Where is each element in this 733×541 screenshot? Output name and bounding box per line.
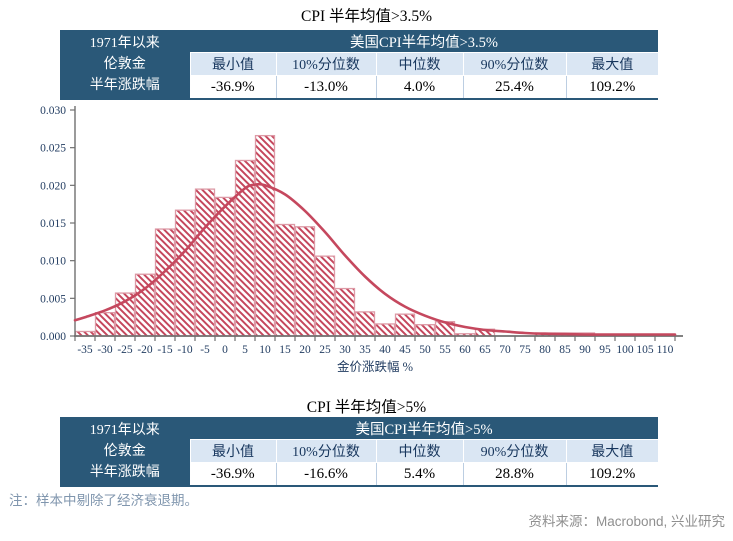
- x-tick-label: 10: [259, 344, 271, 356]
- histogram-bar: [334, 287, 356, 337]
- row-label-line: 半年涨跌幅: [89, 77, 160, 93]
- col-header-p90: 90%分位数: [462, 439, 566, 463]
- table-span-header: 美国CPI半年均值>3.5%: [190, 30, 659, 53]
- value-max: 109.2%: [565, 462, 659, 486]
- x-tick-label: 90: [579, 344, 591, 356]
- x-tick-label: 60: [459, 344, 471, 356]
- value-min: -36.9%: [190, 75, 276, 99]
- histogram-bar: [314, 255, 336, 337]
- x-tick-label: 100: [616, 344, 634, 356]
- histogram-bar: [214, 196, 236, 337]
- col-header-min: 最小值: [189, 52, 276, 76]
- x-tick-label: -5: [200, 344, 210, 356]
- y-tick-label: 0.015: [40, 218, 66, 230]
- value-median: 4.0%: [375, 75, 463, 99]
- x-tick-label: 65: [479, 344, 491, 356]
- chart-title-cpi-5: CPI 半年均值>5%: [306, 399, 427, 416]
- y-tick-label: 0.010: [40, 256, 66, 268]
- y-tick-label: 0.005: [40, 293, 66, 305]
- value-p10: -13.0%: [275, 75, 376, 99]
- footnote: 注：样本中剔除了经济衰退期。: [9, 489, 198, 509]
- histogram-bar: [414, 324, 436, 337]
- x-tick-label: -35: [77, 344, 93, 356]
- col-header-max: 最大值: [565, 439, 659, 463]
- x-tick-label: 70: [499, 344, 511, 356]
- x-tick-label: 50: [419, 344, 431, 356]
- histogram-bar: [394, 313, 416, 337]
- col-header-p10: 10%分位数: [275, 439, 376, 463]
- x-tick-label: 95: [599, 344, 611, 356]
- footnote-text: 样本中剔除了经济衰退期。: [36, 493, 198, 508]
- histogram-bar: [114, 292, 136, 337]
- value-p10: -16.6%: [275, 462, 376, 486]
- x-tick-label: 0: [222, 344, 228, 356]
- x-tick-label: 105: [636, 344, 654, 356]
- histogram-bar: [274, 223, 296, 337]
- row-label-line: 伦敦金: [103, 443, 146, 459]
- col-header-p90: 90%分位数: [462, 52, 566, 76]
- gold-return-histogram: 0.000 0.005 0.010 0.015 0.020 0.025 0.030 -35 -3…: [0, 98, 733, 392]
- value-p90: 28.8%: [462, 462, 566, 486]
- y-tick-label: 0.030: [40, 105, 66, 117]
- stats-table-cpi-5: 1971年以来 伦敦金 半年涨跌幅 美国CPI半年均值>5% 最小值 10%分位…: [60, 417, 659, 487]
- histogram-bar: [294, 226, 316, 337]
- col-header-max: 最大值: [565, 52, 659, 76]
- x-tick-label: -20: [137, 344, 153, 356]
- col-header-p10: 10%分位数: [275, 52, 376, 76]
- histogram-svg: 0.000 0.005 0.010 0.015 0.020 0.025 0.030 -35 -3…: [40, 105, 683, 374]
- row-label-line: 1971年以来: [89, 422, 160, 438]
- table-span-header: 美国CPI半年均值>5%: [190, 417, 659, 440]
- y-tick-label: 0.025: [40, 143, 66, 155]
- x-tick-label: 110: [657, 344, 674, 356]
- histogram-bar: [354, 311, 376, 337]
- x-tick-label: 25: [319, 344, 331, 356]
- x-tick-label: 55: [439, 344, 451, 356]
- data-source: 资料来源：Macrobond, 兴业研究: [528, 514, 725, 529]
- histogram-bar: [94, 311, 116, 337]
- x-tick-label: -25: [117, 344, 133, 356]
- x-tick-label: 35: [359, 344, 371, 356]
- histogram-bar: [174, 209, 196, 337]
- x-tick-label: 40: [379, 344, 391, 356]
- y-tick-label: 0.020: [40, 180, 66, 192]
- row-label-line: 伦敦金: [103, 56, 146, 72]
- x-tick-label: 80: [539, 344, 551, 356]
- x-axis-title: 金价涨跌幅 %: [337, 359, 413, 374]
- histogram-bar: [254, 134, 276, 337]
- histogram-bar: [374, 323, 396, 337]
- table-row-label: 1971年以来 伦敦金 半年涨跌幅: [60, 417, 190, 486]
- row-label-line: 半年涨跌幅: [89, 464, 160, 480]
- value-p90: 25.4%: [462, 75, 566, 99]
- histogram-bar: [154, 228, 176, 337]
- histogram-bars: [74, 134, 596, 337]
- x-tick-label: 85: [559, 344, 571, 356]
- col-header-median: 中位数: [375, 439, 463, 463]
- col-header-median: 中位数: [375, 52, 463, 76]
- y-tick-label: 0.000: [40, 331, 66, 343]
- x-tick-label: 5: [242, 344, 248, 356]
- value-min: -36.9%: [190, 462, 276, 486]
- x-tick-label: 30: [339, 344, 351, 356]
- row-label-line: 1971年以来: [89, 35, 160, 51]
- col-header-min: 最小值: [189, 439, 276, 463]
- stats-table-cpi-3-5: 1971年以来 伦敦金 半年涨跌幅 美国CPI半年均值>3.5% 最小值 10%…: [60, 30, 659, 100]
- footnote-prefix: 注：: [9, 493, 36, 508]
- chart-title-cpi-3-5: CPI 半年均值>3.5%: [300, 8, 433, 25]
- value-max: 109.2%: [565, 75, 659, 99]
- x-tick-label: 75: [519, 344, 531, 356]
- x-tick-label: -15: [157, 344, 173, 356]
- density-curve: [73, 182, 677, 336]
- x-tick-label: -30: [97, 344, 113, 356]
- x-tick-label: 20: [299, 344, 311, 356]
- x-tick-label: 15: [279, 344, 291, 356]
- table-row-label: 1971年以来 伦敦金 半年涨跌幅: [60, 30, 190, 99]
- x-tick-label: -10: [177, 344, 193, 356]
- histogram-bar: [194, 188, 216, 337]
- value-median: 5.4%: [375, 462, 463, 486]
- x-tick-label: 45: [399, 344, 411, 356]
